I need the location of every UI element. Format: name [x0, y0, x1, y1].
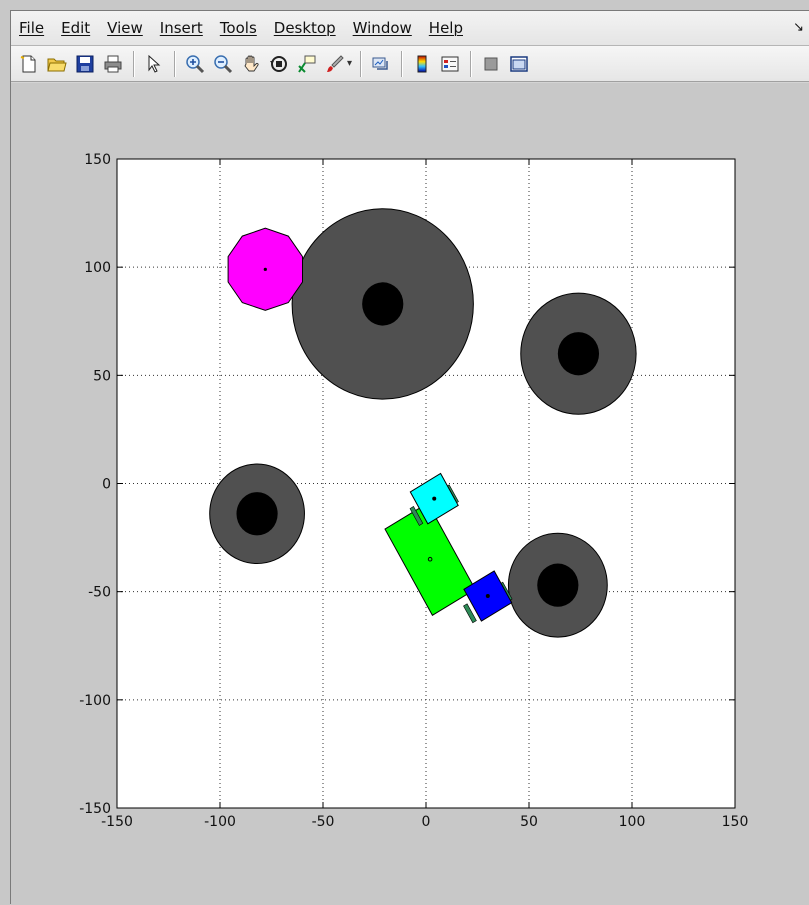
- y-tick-label: 150: [84, 152, 111, 168]
- x-tick-label: 150: [722, 814, 749, 830]
- menu-tools[interactable]: Tools: [219, 19, 257, 37]
- y-tick-label: 50: [93, 368, 111, 384]
- toolbar-separator: [174, 50, 175, 77]
- pan-hand-icon[interactable]: [239, 52, 263, 76]
- brush-dropdown-icon[interactable]: ▾: [347, 58, 353, 69]
- menu-edit[interactable]: Edit: [61, 19, 91, 37]
- pointer-icon[interactable]: [142, 52, 166, 76]
- rotate-3d-icon[interactable]: [267, 52, 291, 76]
- print-icon[interactable]: [101, 52, 125, 76]
- zoom-in-icon[interactable]: [183, 52, 207, 76]
- y-tick-label: -50: [88, 585, 111, 601]
- menu-insert[interactable]: Insert: [159, 19, 203, 37]
- open-file-icon[interactable]: [45, 52, 69, 76]
- y-tick-label: -100: [79, 693, 111, 709]
- x-tick-label: 100: [619, 814, 646, 830]
- toolbar-separator: [360, 50, 362, 77]
- legend-icon[interactable]: [438, 52, 462, 76]
- x-tick-label: -100: [204, 814, 236, 830]
- figure-toolbar: ▾: [11, 46, 809, 82]
- figure-window: File Edit View Insert Tools Desktop Wind…: [10, 10, 809, 905]
- show-plot-tools-icon[interactable]: [507, 52, 531, 76]
- y-tick-label: 0: [102, 477, 111, 493]
- x-tick-label: 0: [422, 814, 431, 830]
- target-center-dot: [263, 267, 267, 271]
- menu-help[interactable]: Help: [428, 19, 463, 37]
- x-tick-label: 50: [520, 814, 538, 830]
- menu-bar: File Edit View Insert Tools Desktop Wind…: [11, 11, 809, 46]
- toolbar-separator: [470, 50, 472, 77]
- save-icon[interactable]: [73, 52, 97, 76]
- colorbar-icon[interactable]: [410, 52, 434, 76]
- x-tick-label: -50: [312, 814, 335, 830]
- link-plot-icon[interactable]: [369, 52, 393, 76]
- robot-head-center: [432, 496, 437, 501]
- x-tick-label: -150: [101, 814, 133, 830]
- figure-canvas: -150 -100 -50 0 50 100 150 -150 -100 -50 0 50 100 150: [11, 83, 809, 905]
- axis-ticks: -150 -100 -50 0 50 100 150 -150 -100 -50 0 50 100 150: [79, 152, 748, 830]
- obstacle-core: [537, 563, 579, 607]
- toolbar-separator: [401, 50, 403, 77]
- y-tick-label: 100: [84, 260, 111, 276]
- robot-wheel: [463, 603, 477, 624]
- data-cursor-icon[interactable]: [295, 52, 319, 76]
- menu-window[interactable]: Window: [352, 19, 412, 37]
- menu-file[interactable]: File: [19, 19, 45, 37]
- obstacle-core: [557, 332, 600, 376]
- plot-svg: -150 -100 -50 0 50 100 150 -150 -100 -50 0 50 100 150: [79, 152, 748, 830]
- axes-box: [116, 158, 736, 809]
- new-figure-icon[interactable]: [17, 52, 41, 76]
- robot-wheel: [409, 505, 424, 526]
- menu-view[interactable]: View: [107, 19, 143, 37]
- toolbar-separator: [133, 50, 134, 77]
- dock-arrow-icon[interactable]: ↘: [793, 20, 804, 35]
- brush-icon[interactable]: [323, 52, 347, 76]
- menu-desktop[interactable]: Desktop: [273, 19, 336, 37]
- obstacle-core: [236, 492, 278, 536]
- hide-plot-tools-icon[interactable]: [479, 52, 503, 76]
- y-tick-label: -150: [79, 801, 111, 817]
- obstacle-core: [362, 282, 404, 326]
- zoom-out-icon[interactable]: [211, 52, 235, 76]
- plot-shapes: [209, 208, 637, 638]
- robot-body-center: [427, 556, 433, 562]
- robot-tail-center: [485, 593, 490, 598]
